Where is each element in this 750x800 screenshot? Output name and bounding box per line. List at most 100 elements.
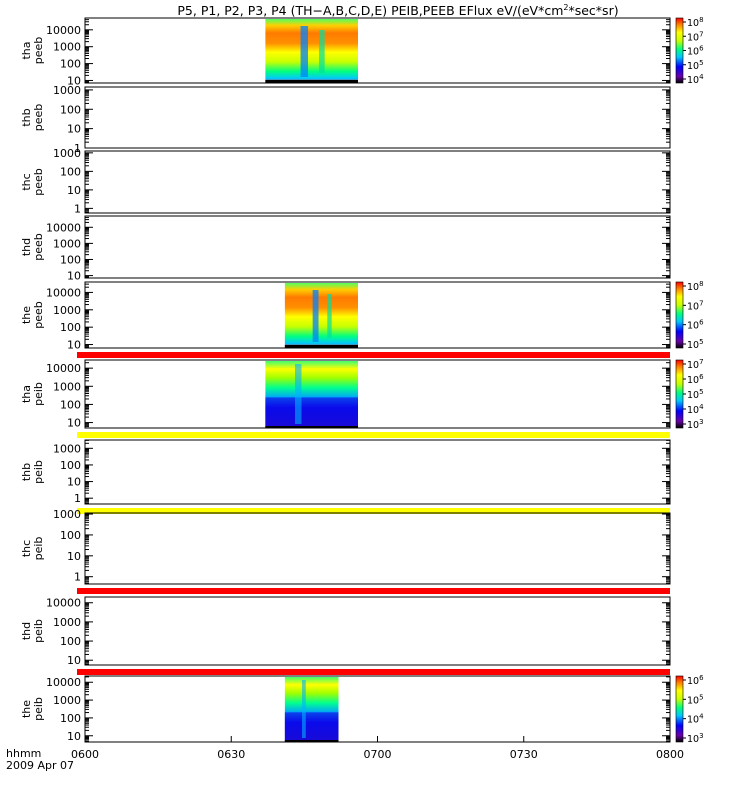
- colorbar-label: 106: [687, 373, 704, 386]
- y-tick-label: 1000: [53, 616, 81, 629]
- y-tick-label: 10: [67, 339, 81, 352]
- y-ticks: [85, 362, 670, 428]
- colorbar-base: 10: [687, 321, 699, 332]
- colorbar-exponent: 7: [699, 30, 703, 38]
- data-dip-feature: [295, 364, 302, 424]
- time-tick-label: 0600: [71, 748, 99, 761]
- colorbar-label: 105: [687, 338, 704, 351]
- y-ticks: [85, 17, 670, 83]
- y-tick-label: 10: [67, 730, 81, 743]
- y-tick-label: 1000: [53, 508, 81, 521]
- panel-frame: [84, 215, 671, 279]
- data-block: [284, 677, 339, 742]
- colorbar-exponent: 8: [699, 16, 703, 24]
- colorbar-exponent: 4: [699, 403, 704, 411]
- y-ticks: [85, 215, 670, 278]
- y-tick-label: 1: [74, 202, 81, 215]
- panel-label: thbpeeb: [20, 104, 45, 132]
- y-tick-label: 10000: [46, 362, 81, 375]
- colorbar-base: 10: [687, 75, 699, 86]
- panel-label-product: peeb: [32, 301, 45, 329]
- y-tick-label: 1000: [53, 147, 81, 160]
- time-tick-labels: 0600 0630 0700 0730 0800: [71, 736, 684, 761]
- colorbar-exponent: 5: [699, 338, 703, 346]
- colorbar-exponent: 6: [699, 674, 704, 682]
- colorbar-base: 10: [687, 340, 699, 351]
- data-low-energy: [265, 397, 358, 428]
- colorbar-base: 10: [687, 695, 699, 706]
- time-axis-label: hhmm: [6, 747, 41, 760]
- colorbar-label: 105: [687, 388, 704, 401]
- panel-label-probe: the: [20, 306, 33, 324]
- colorbar-exponent: 7: [699, 358, 703, 366]
- panel-frame: [84, 359, 671, 429]
- colorbar-gradient: [675, 675, 684, 743]
- y-ticks: [85, 513, 670, 584]
- colorbar-label: 105: [687, 59, 704, 72]
- panel-label-product: peeb: [32, 37, 45, 65]
- y-tick-label: 1000: [53, 84, 81, 97]
- y-tick-label: 10000: [46, 24, 81, 37]
- panel-label: thapeib: [20, 382, 45, 406]
- panel: 1 10 100 1000 thbpeib: [20, 439, 671, 514]
- colorbar-label: 107: [687, 30, 704, 43]
- panel-label-probe: thb: [20, 463, 33, 481]
- panel-frame: [84, 512, 671, 585]
- y-tick-label: 10: [67, 654, 81, 667]
- y-tick-label: 10: [67, 184, 81, 197]
- panel-label-product: peeb: [32, 168, 45, 196]
- y-ticks: [85, 283, 670, 348]
- panel: 1 10 100 1000 thcpeib: [20, 508, 671, 594]
- y-ticks: [85, 439, 670, 504]
- colorbar-gradient: [675, 359, 684, 429]
- colorbar-base: 10: [687, 32, 699, 43]
- colorbar-base: 10: [687, 282, 699, 293]
- colorbar-label: 103: [687, 732, 704, 745]
- panel-label-product: peib: [32, 382, 45, 406]
- panel-label: thepeib: [20, 697, 45, 721]
- panel-stack: 10100100010000thapeeb1041051061071081101…: [20, 16, 704, 745]
- panel-label-product: peeb: [32, 233, 45, 261]
- colorbar-base: 10: [687, 405, 699, 416]
- colorbar-label: 103: [687, 418, 704, 431]
- panel-label-probe: thd: [20, 238, 33, 256]
- data-floor: [284, 345, 358, 348]
- panel-label-probe: thc: [20, 540, 33, 557]
- colorbar-base: 10: [687, 360, 699, 371]
- colorbar-base: 10: [687, 61, 699, 72]
- colorbar-exponent: 6: [699, 45, 704, 53]
- title-prefix: P5, P1, P2, P3, P4 (TH−A,B,C,D,E) PEIB,P…: [177, 3, 563, 18]
- panel: 1 10 100 1000 thbpeeb: [20, 84, 671, 155]
- title-superscript: 2: [563, 3, 568, 12]
- data-block: [265, 361, 358, 428]
- data-floor: [265, 426, 358, 428]
- y-tick-label: 10000: [46, 676, 81, 689]
- panel-label-product: peib: [32, 537, 45, 561]
- colorbar-exponent: 3: [699, 418, 703, 426]
- y-tick-label: 100: [60, 398, 81, 411]
- y-tick-label: 100: [60, 165, 81, 178]
- colorbar-label: 107: [687, 299, 704, 312]
- y-tick-label: 1: [74, 142, 81, 155]
- colorbar-label: 106: [687, 674, 704, 687]
- y-tick-label: 10: [67, 74, 81, 87]
- colorbar-exponent: 6: [699, 373, 704, 381]
- panel-label-product: peib: [32, 460, 45, 484]
- colorbar-exponent: 5: [699, 693, 703, 701]
- time-tick-label: 0700: [364, 748, 392, 761]
- colorbar-base: 10: [687, 715, 699, 726]
- colorbar-label: 105: [687, 693, 704, 706]
- colorbar-exponent: 8: [699, 280, 703, 288]
- band-bar: [77, 432, 670, 438]
- y-tick-label: 10000: [46, 221, 81, 234]
- y-tick-label: 10: [67, 123, 81, 136]
- y-tick-label: 1000: [53, 442, 81, 455]
- y-tick-label: 1000: [53, 380, 81, 393]
- data-dip-feature: [302, 680, 306, 738]
